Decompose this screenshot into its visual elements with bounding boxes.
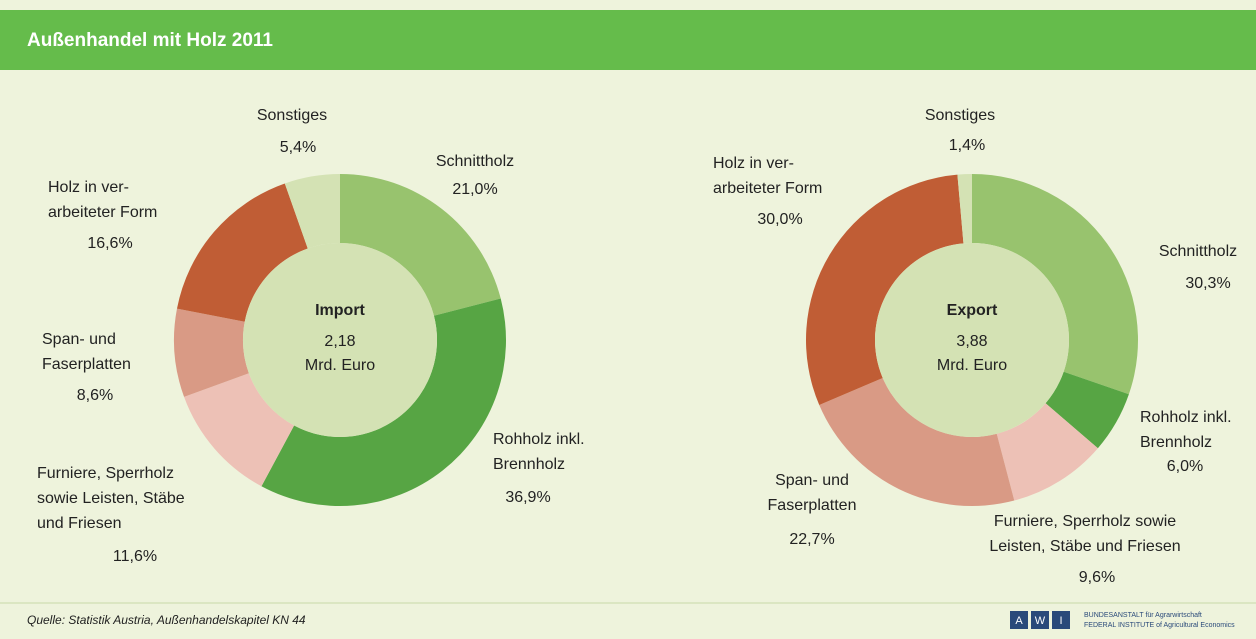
donut-segment <box>261 298 506 507</box>
center-title: Export <box>947 302 998 319</box>
center-disc <box>875 243 1069 437</box>
center-total: 3,88 <box>956 333 987 350</box>
value-label: 8,6% <box>77 387 113 404</box>
category-label: Schnittholz <box>436 153 514 170</box>
donut-segment <box>957 174 972 244</box>
donut-segment <box>176 183 308 322</box>
value-label: 16,6% <box>87 235 132 252</box>
category-label: und Friesen <box>37 515 122 532</box>
title: Außenhandel mit Holz 2011 <box>27 30 273 51</box>
logo-letter: I <box>1059 615 1062 627</box>
donut-segment <box>819 377 1015 506</box>
donut-segment <box>174 308 249 397</box>
category-label: sowie Leisten, Stäbe <box>37 490 185 507</box>
center-unit: Mrd. Euro <box>305 357 375 374</box>
category-label: Rohholz inkl. <box>1140 409 1232 426</box>
center-unit: Mrd. Euro <box>937 357 1007 374</box>
logo-letter: A <box>1015 615 1023 627</box>
category-label: Sonstiges <box>257 107 327 124</box>
value-label: 11,6% <box>113 548 157 565</box>
institute: BUNDESANSTALT für Agrarwirtschaft <box>1084 612 1202 619</box>
donut-segment <box>340 174 501 316</box>
value-label: 9,6% <box>1079 569 1115 586</box>
center-title: Import <box>315 302 365 319</box>
donut-segment <box>284 174 340 249</box>
logo-letter: W <box>1035 615 1046 627</box>
donut-segment <box>806 174 964 405</box>
value-label: 30,3% <box>1185 275 1230 292</box>
donut-segment <box>184 373 295 487</box>
category-label: arbeiteter Form <box>713 180 822 197</box>
category-label: Furniere, Sperrholz sowie <box>994 513 1176 530</box>
category-label: Span- und <box>775 472 849 489</box>
category-label: Faserplatten <box>42 356 131 373</box>
header-bar <box>0 10 1256 70</box>
category-label: Leisten, Stäbe und Friesen <box>989 538 1180 555</box>
donut-segment <box>1045 371 1129 449</box>
value-label: 36,9% <box>505 489 550 506</box>
category-label: Sonstiges <box>925 107 995 124</box>
category-label: Brennholz <box>1140 434 1212 451</box>
value-label: 1,4% <box>949 137 985 154</box>
category-label: Faserplatten <box>768 497 857 514</box>
logo-box <box>1010 611 1028 629</box>
donut-segment <box>996 403 1098 501</box>
category-label: Rohholz inkl. <box>493 431 585 448</box>
value-label: 6,0% <box>1167 458 1203 475</box>
value-label: 21,0% <box>452 181 497 198</box>
donut-segment <box>972 174 1138 395</box>
category-label: Holz in ver- <box>713 155 794 172</box>
value-label: 5,4% <box>280 139 316 156</box>
logo-box <box>1052 611 1070 629</box>
center-disc <box>243 243 437 437</box>
category-label: Brennholz <box>493 456 565 473</box>
center-total: 2,18 <box>324 333 355 350</box>
source: Quelle: Statistik Austria, Außenhandelsk… <box>27 613 306 627</box>
logo-box <box>1031 611 1049 629</box>
category-label: Holz in ver- <box>48 179 129 196</box>
value-label: 30,0% <box>757 211 802 228</box>
category-label: Span- und <box>42 331 116 348</box>
category-label: arbeiteter Form <box>48 204 157 221</box>
institute: FEDERAL INSTITUTE of Agricultural Econom… <box>1084 622 1235 629</box>
category-label: Schnittholz <box>1159 243 1237 260</box>
category-label: Furniere, Sperrholz <box>37 465 174 482</box>
value-label: 22,7% <box>789 531 834 548</box>
